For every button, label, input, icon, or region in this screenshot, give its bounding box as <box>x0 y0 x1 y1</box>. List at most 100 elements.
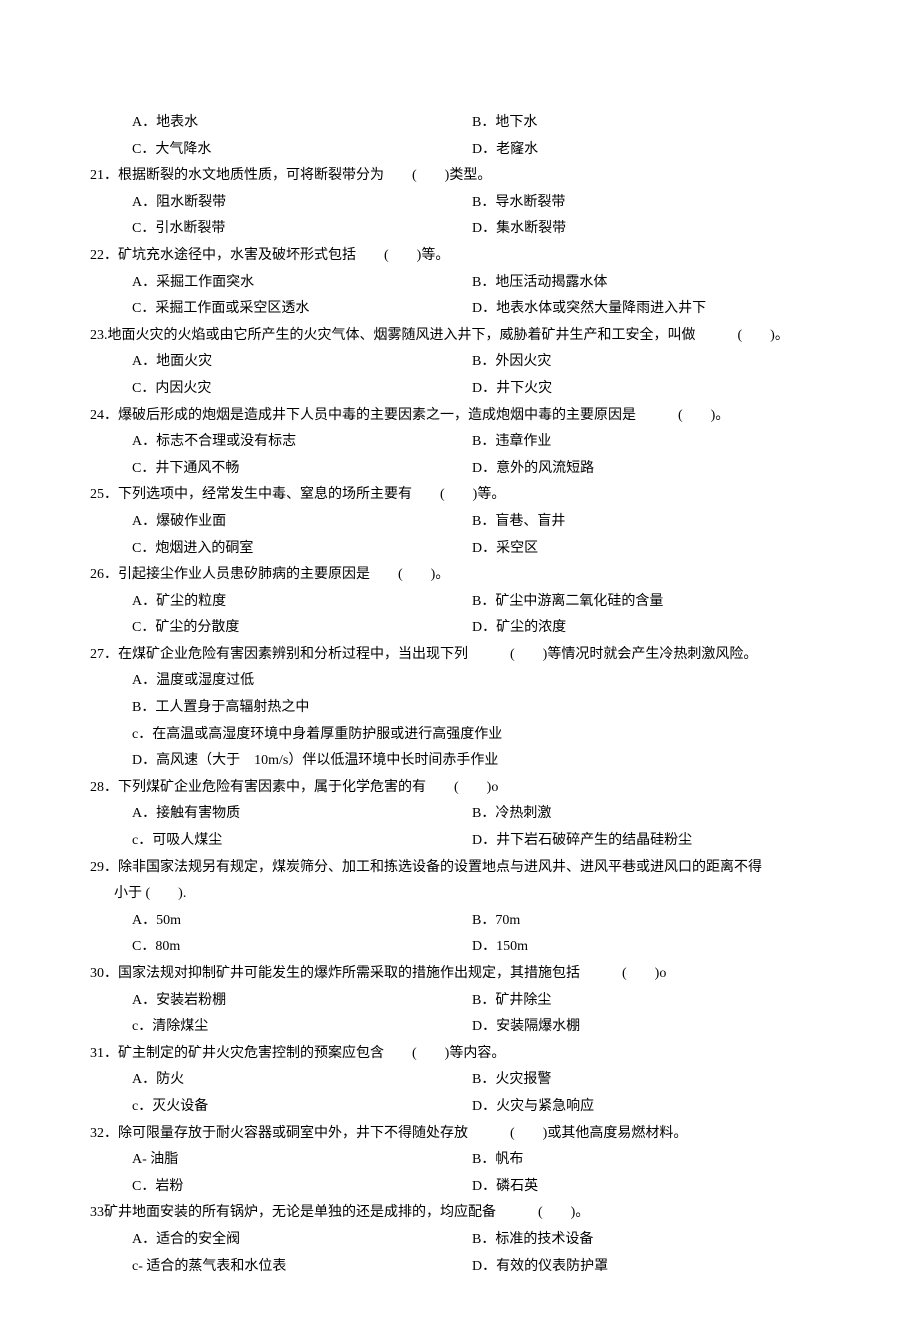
option-label: D． <box>472 939 496 954</box>
option-right: B．地压活动揭露水体 <box>472 270 830 297</box>
option-row: A．接触有害物质B．冷热刺激 <box>90 801 830 828</box>
option-right: D．地表水体或突然大量降雨进入井下 <box>472 296 830 323</box>
option-text: 阻水断裂带 <box>156 195 226 210</box>
option-row: C．井下通风不畅D．意外的风流短路 <box>90 456 830 483</box>
option-text: 炮烟进入的硐室 <box>155 541 253 556</box>
option-text: 意外的风流短路 <box>496 461 594 476</box>
option-text: 井下岩石破碎产生的结晶硅粉尘 <box>496 833 692 848</box>
option-label: D． <box>472 461 496 476</box>
option-left: c．可吸人煤尘 <box>132 828 472 855</box>
question-number: 30． <box>90 961 118 988</box>
option-left: A．阻水断裂带 <box>132 190 472 217</box>
option-text: 50m <box>156 913 181 928</box>
option-left: A．地表水 <box>132 110 472 137</box>
option-label: D． <box>472 620 496 635</box>
option-left: A．适合的安全阀 <box>132 1227 472 1254</box>
question-number: 24． <box>90 403 118 430</box>
option-left: C．80m <box>132 934 472 961</box>
option-line: B．工人置身于高辐射热之中 <box>90 695 830 722</box>
option-row: C．大气降水D．老窿水 <box>90 137 830 164</box>
option-label: C． <box>132 1179 155 1194</box>
option-left: A．采掘工作面突水 <box>132 270 472 297</box>
option-label: B． <box>472 514 495 529</box>
option-row: C．采掘工作面或采空区透水D．地表水体或突然大量降雨进入井下 <box>90 296 830 323</box>
option-label: c． <box>132 1099 152 1114</box>
option-right: B．火灾报警 <box>472 1067 830 1094</box>
option-text: 标志不合理或没有标志 <box>156 434 296 449</box>
option-label: D． <box>472 1179 496 1194</box>
option-line: D．高风速（大于 10m/s）伴以低温环境中长时间赤手作业 <box>90 748 830 775</box>
option-left: C．矿尘的分散度 <box>132 615 472 642</box>
question-stem: 28．下列煤矿企业危险有害因素中，属于化学危害的有 ( )o <box>90 775 830 802</box>
option-row: A．矿尘的粒度B．矿尘中游离二氧化硅的含量 <box>90 589 830 616</box>
option-right: B．地下水 <box>472 110 830 137</box>
option-text: 标准的技术设备 <box>495 1232 593 1247</box>
option-label: D． <box>472 221 496 236</box>
option-label: D． <box>472 381 496 396</box>
question-stem: 22．矿坑充水途径中，水害及破坏形式包括 ( )等。 <box>90 243 830 270</box>
option-text: 老窿水 <box>496 142 538 157</box>
option-label: B． <box>472 806 495 821</box>
option-text: 安装岩粉棚 <box>156 993 226 1008</box>
option-text: 可吸人煤尘 <box>152 833 222 848</box>
option-right: B．矿尘中游离二氧化硅的含量 <box>472 589 830 616</box>
option-right: D．有效的仪表防护罩 <box>472 1254 830 1281</box>
question-stem: 31．矿主制定的矿井火灾危害控制的预案应包含 ( )等内容。 <box>90 1041 830 1068</box>
option-label: B． <box>472 1152 495 1167</box>
option-line: c．在高温或高湿度环境中身着厚重防护服或进行高强度作业 <box>90 722 830 749</box>
question-text: 国家法规对抑制矿井可能发生的爆炸所需采取的措施作出规定，其措施包括 ( )o <box>118 966 666 981</box>
option-text: 适合的安全阀 <box>156 1232 240 1247</box>
option-row: A．地面火灾B．外因火灾 <box>90 349 830 376</box>
question-stem: 21．根据断裂的水文地质性质，可将断裂带分为 ( )类型。 <box>90 163 830 190</box>
option-right: B．违章作业 <box>472 429 830 456</box>
option-text: 地表水 <box>156 115 198 130</box>
option-row: c．灭火设备D．火灾与紧急响应 <box>90 1094 830 1121</box>
option-left: c．清除煤尘 <box>132 1014 472 1041</box>
option-text: 矿尘的分散度 <box>155 620 239 635</box>
option-text: 内因火灾 <box>155 381 211 396</box>
option-right: B．帆布 <box>472 1147 830 1174</box>
option-text: 冷热刺激 <box>495 806 551 821</box>
option-left: A．地面火灾 <box>132 349 472 376</box>
question-text: 引起接尘作业人员患矽肺病的主要原因是 ( )。 <box>118 567 449 582</box>
option-left: A．防火 <box>132 1067 472 1094</box>
option-label: A． <box>132 594 156 609</box>
option-text: 引水断裂带 <box>155 221 225 236</box>
option-left: A．矿尘的粒度 <box>132 589 472 616</box>
option-left: C．内因火灾 <box>132 376 472 403</box>
option-row: A．防火B．火灾报警 <box>90 1067 830 1094</box>
option-row: A．采掘工作面突水B．地压活动揭露水体 <box>90 270 830 297</box>
question-text: 地面火灾的火焰或由它所产生的火灾气体、烟雾随风进入井下，威胁着矿井生产和工安全，… <box>108 328 789 343</box>
option-row: A．爆破作业面B．盲巷、盲井 <box>90 509 830 536</box>
option-label: A． <box>132 993 156 1008</box>
question-text: 矿井地面安装的所有锅炉，无论是单独的还是成排的，均应配备 ( )。 <box>104 1205 589 1220</box>
option-right: D．井下火灾 <box>472 376 830 403</box>
option-right: B．导水断裂带 <box>472 190 830 217</box>
option-line: A．温度或湿度过低 <box>90 668 830 695</box>
option-left: C．大气降水 <box>132 137 472 164</box>
option-label: A． <box>132 195 156 210</box>
option-left: C．井下通风不畅 <box>132 456 472 483</box>
option-label: A． <box>132 1232 156 1247</box>
option-text: 安装隔爆水棚 <box>496 1019 580 1034</box>
option-label: C． <box>132 461 155 476</box>
option-text: 灭火设备 <box>152 1099 208 1114</box>
question-text: 在煤矿企业危险有害因素辨别和分析过程中，当出现下列 ( )等情况时就会产生冷热刺… <box>118 647 757 662</box>
option-label: A． <box>132 115 156 130</box>
question-stem: 30．国家法规对抑制矿井可能发生的爆炸所需采取的措施作出规定，其措施包括 ( )… <box>90 961 830 988</box>
question-text: 爆破后形成的炮烟是造成井下人员中毒的主要因素之一，造成炮烟中毒的主要原因是 ( … <box>118 408 729 423</box>
question-stem: 33 矿井地面安装的所有锅炉，无论是单独的还是成排的，均应配备 ( )。 <box>90 1200 830 1227</box>
option-right: D．老窿水 <box>472 137 830 164</box>
option-label: B． <box>472 115 495 130</box>
option-label: C． <box>132 620 155 635</box>
option-label: B． <box>472 1072 495 1087</box>
option-row: A．安装岩粉棚B．矿井除尘 <box>90 988 830 1015</box>
option-right: B．冷热刺激 <box>472 801 830 828</box>
option-text: 岩粉 <box>155 1179 183 1194</box>
option-left: C．引水断裂带 <box>132 216 472 243</box>
option-label: D． <box>472 1099 496 1114</box>
option-right: D．安装隔爆水棚 <box>472 1014 830 1041</box>
option-text: 帆布 <box>495 1152 523 1167</box>
option-label: c． <box>132 833 152 848</box>
option-text: 采掘工作面或采空区透水 <box>155 301 309 316</box>
